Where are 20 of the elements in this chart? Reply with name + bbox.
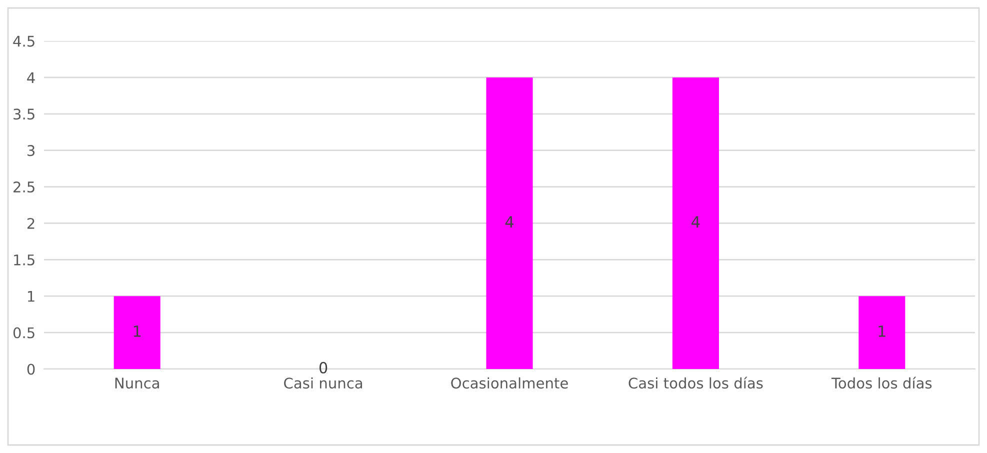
x-tick-label: Casi nunca [284,377,362,389]
data-label: 4 [692,216,700,228]
y-tick-label: 3.5 [14,108,34,120]
y-tick-label: 0 [27,364,35,375]
x-tick-label: Nunca [115,378,159,389]
y-tick-label: 4 [27,72,35,83]
x-tick-label: Casi todos los días [628,376,763,389]
y-tick-label: 3 [28,145,34,156]
y-tick-label: 0.5 [13,327,34,338]
y-tick-label: 2.5 [14,181,34,193]
data-label: 0 [319,362,328,374]
data-label: 4 [505,216,514,228]
x-tick-label: Todos los días [831,376,932,389]
y-tick-label: 4.5 [13,36,34,47]
y-tick-label: 1 [28,291,34,302]
x-tick-label: Ocasionalmente [451,377,568,389]
y-tick-label: 2 [27,218,34,229]
data-label: 1 [878,326,886,337]
y-tick-label: 1.5 [14,254,34,266]
data-label: 1 [134,326,141,337]
